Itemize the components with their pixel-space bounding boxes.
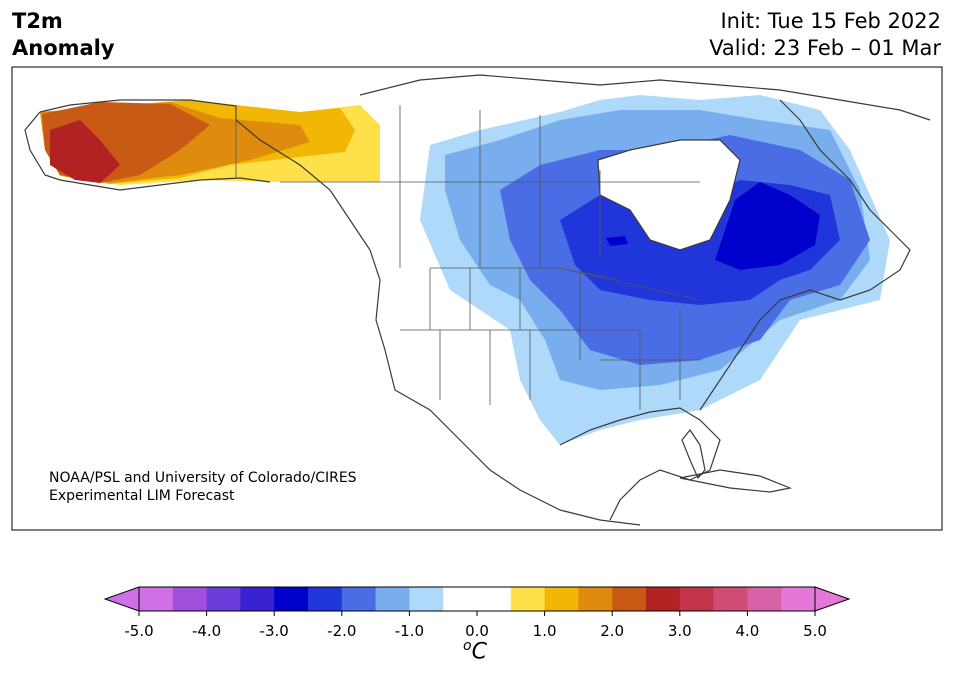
warm-anomaly-red [50, 120, 120, 183]
unit-prefix: o [463, 638, 472, 654]
state-borders [399, 182, 700, 410]
colorbar-swatch [679, 587, 715, 611]
colorbar-swatch [646, 587, 681, 611]
colorbar-swatch [240, 587, 275, 611]
init-date: Init: Tue 15 Feb 2022 [720, 9, 941, 33]
arctic-coast [359, 74, 931, 121]
alaska-coast [39, 99, 641, 526]
cold-anomaly-deepest [715, 182, 820, 270]
colorbar-swatch [375, 587, 410, 611]
colorbar-tick-label: 0.0 [465, 622, 489, 640]
florida [681, 428, 706, 480]
quantity-label: Anomaly [12, 36, 115, 60]
colorbar-swatch [477, 587, 512, 611]
colorbar-tick-label: 1.0 [532, 622, 557, 640]
hudson-coast [597, 139, 741, 251]
colorbar-tick-label: -3.0 [259, 622, 289, 640]
colorbar-swatch [747, 587, 782, 611]
colorbar-over-extension [814, 586, 851, 612]
canada-us-border [235, 106, 701, 301]
colorbar-tick-label: 4.0 [735, 622, 760, 640]
colorbar-swatch [172, 587, 208, 611]
gulf-coast [559, 407, 721, 521]
colorbar-swatch [274, 587, 309, 611]
colorbar-swatch [781, 587, 816, 611]
province-borders [399, 105, 601, 260]
credit-text: NOAA/PSL and University of Colorado/CIRE… [49, 469, 357, 505]
credit-line-2: Experimental LIM Forecast [49, 488, 235, 504]
east-coast [699, 99, 911, 411]
credit-line-1: NOAA/PSL and University of Colorado/CIRE… [49, 470, 357, 486]
colorbar-tick-label: 3.0 [667, 622, 692, 640]
cold-anomaly-deepest-small [606, 236, 628, 246]
colorbar-swatch [443, 587, 478, 611]
forecast-dates: Init: Tue 15 Feb 2022 Valid: 23 Feb – 01… [709, 8, 941, 62]
colorbar-tick-label: -5.0 [124, 622, 154, 640]
valid-range: Valid: 23 Feb – 01 Mar [709, 36, 941, 60]
colorbar-swatch [139, 587, 174, 611]
colorbar-tick-label: -2.0 [327, 622, 357, 640]
colorbar-tick-label: 2.0 [600, 622, 625, 640]
colorbar-unit: oC [463, 638, 487, 664]
colorbar-swatch [612, 587, 647, 611]
colorbar-tick-label: -4.0 [191, 622, 222, 640]
colorbar-swatch [713, 587, 748, 611]
variable-label: T2m [12, 9, 63, 33]
colorbar-swatch [308, 587, 343, 611]
colorbar-under-extension [103, 586, 140, 612]
cuba [679, 469, 793, 493]
unit-label: C [471, 639, 487, 665]
colorbar-swatch [206, 587, 241, 611]
map-title: T2m Anomaly [12, 8, 115, 62]
colorbar-tick-label: 5.0 [803, 622, 827, 640]
colorbar-swatch [510, 587, 546, 611]
colorbar-swatch [341, 587, 377, 611]
colorbar-swatch [409, 587, 444, 611]
colorbar-swatch [578, 587, 613, 611]
colorbar-tick-label: -1.0 [394, 622, 425, 640]
hudson-bay [598, 140, 740, 250]
colorbar-swatch [544, 587, 579, 611]
colorbar [103, 586, 851, 616]
alaska-south [24, 111, 271, 191]
